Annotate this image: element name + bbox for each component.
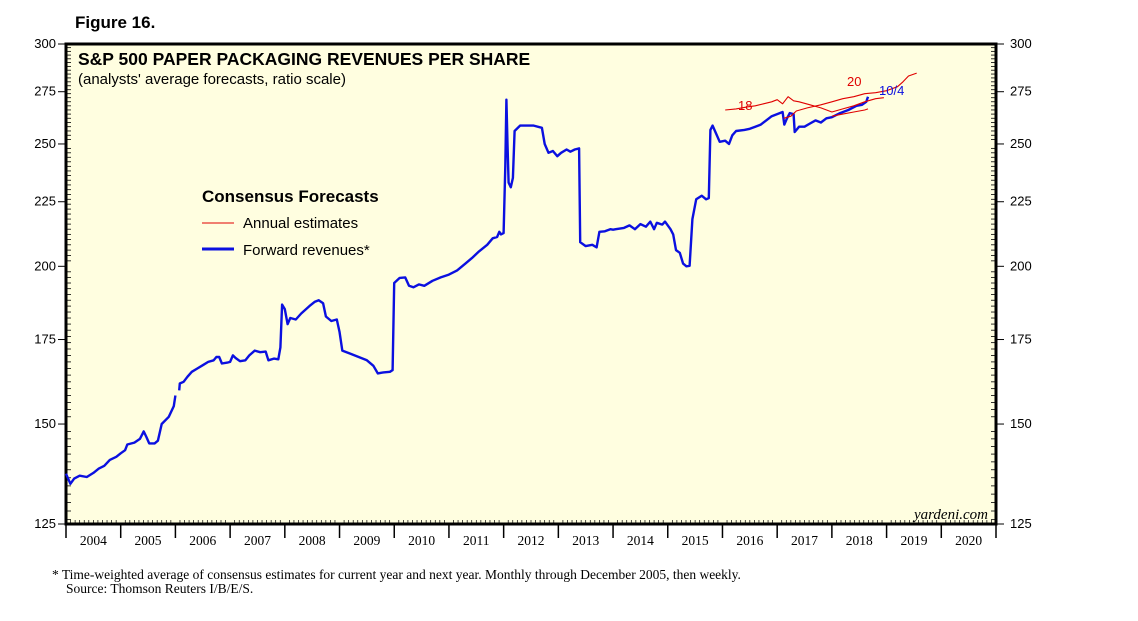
series-annual-estimate xyxy=(831,108,869,117)
footnote: * Time-weighted average of consensus est… xyxy=(52,567,741,582)
x-tick-label: 2010 xyxy=(408,533,435,548)
x-tick-label: 2006 xyxy=(189,533,216,548)
y-tick-label-right: 125 xyxy=(1010,516,1032,531)
annotation-18: 18 xyxy=(738,98,752,113)
y-tick-label-right: 150 xyxy=(1010,416,1032,431)
y-tick-label-right: 175 xyxy=(1010,332,1032,347)
x-tick-label: 2016 xyxy=(736,533,763,548)
y-tick-label-left: 275 xyxy=(34,84,56,99)
y-tick-label-right: 300 xyxy=(1010,36,1032,51)
y-tick-label-right: 275 xyxy=(1010,84,1032,99)
y-tick-label-left: 175 xyxy=(34,332,56,347)
y-tick-label-left: 250 xyxy=(34,136,56,151)
x-tick-label: 2015 xyxy=(682,533,709,548)
figure-label: Figure 16. xyxy=(75,13,156,32)
x-tick-label: 2011 xyxy=(463,533,490,548)
x-tick-label: 2013 xyxy=(572,533,599,548)
y-tick-label-right: 200 xyxy=(1010,258,1032,273)
x-tick-label: 2009 xyxy=(353,533,380,548)
y-tick-label-left: 150 xyxy=(34,416,56,431)
series-annual-estimate xyxy=(783,72,917,119)
x-tick-label: 2018 xyxy=(846,533,873,548)
legend-title: Consensus Forecasts xyxy=(202,187,379,206)
chart-title: S&P 500 PAPER PACKAGING REVENUES PER SHA… xyxy=(78,49,530,69)
y-tick-label-left: 200 xyxy=(34,258,56,273)
x-tick-label: 2008 xyxy=(299,533,326,548)
y-tick-label-left: 125 xyxy=(34,516,56,531)
x-tick-label: 2012 xyxy=(518,533,545,548)
series-annual-estimate xyxy=(725,96,884,113)
source-note: Source: Thomson Reuters I/B/E/S. xyxy=(66,581,254,596)
chart-subtitle: (analysts' average forecasts, ratio scal… xyxy=(78,71,346,88)
x-tick-label: 2014 xyxy=(627,533,654,548)
y-tick-label-right: 250 xyxy=(1010,136,1032,151)
annotation-20: 20 xyxy=(847,74,861,89)
annotation-date: 10/4 xyxy=(879,83,904,98)
x-tick-label: 2004 xyxy=(80,533,107,548)
x-tick-label: 2017 xyxy=(791,533,818,548)
legend-label-forward: Forward revenues* xyxy=(243,242,370,259)
watermark: yardeni.com xyxy=(912,507,988,523)
y-tick-label-right: 225 xyxy=(1010,194,1032,209)
x-tick-label: 2019 xyxy=(900,533,927,548)
y-tick-label-left: 300 xyxy=(34,36,56,51)
series-forward-revenues xyxy=(64,96,870,485)
plot-background xyxy=(64,42,998,526)
x-tick-label: 2020 xyxy=(955,533,982,548)
x-tick-label: 2007 xyxy=(244,533,271,548)
x-tick-label: 2005 xyxy=(135,533,162,548)
y-tick-label-left: 225 xyxy=(34,194,56,209)
legend-label-annual: Annual estimates xyxy=(243,215,358,232)
